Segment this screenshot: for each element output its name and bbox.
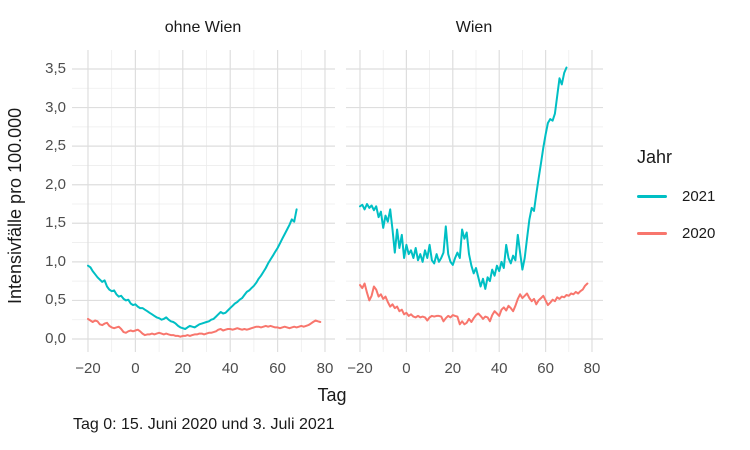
legend-item-label: 2020: [682, 224, 716, 242]
legend-item-label: 2021: [682, 187, 716, 205]
y-tick-label: 1,5: [45, 214, 66, 232]
x-axis-title: Tag: [317, 385, 347, 405]
legend-key-line-2020: [637, 231, 667, 235]
x-tick-label: 0: [131, 360, 140, 377]
y-tick-label: 2,0: [45, 175, 66, 193]
caption: Tag 0: 15. Juni 2020 und 3. Juli 2021: [73, 416, 335, 433]
x-tick-label: 80: [316, 360, 334, 377]
gridlines-major: [72, 50, 603, 352]
series-lines: [87, 66, 589, 338]
x-tick-label: 80: [583, 360, 601, 377]
x-tick-label: 20: [174, 360, 192, 377]
x-tick-label: 0: [402, 360, 411, 377]
legend-key-line-2021: [637, 194, 667, 198]
x-tick-label: 60: [537, 360, 554, 377]
series-line-2021-wien: [359, 66, 568, 290]
x-tick-label: 60: [269, 360, 286, 377]
x-tick-label: 20: [444, 360, 462, 377]
y-tick-label: 3,0: [45, 98, 66, 116]
facet-title-wien: Wien: [455, 19, 493, 36]
gridlines-minor: [72, 50, 603, 352]
legend-item-2021: 2021: [637, 187, 715, 205]
y-tick-label: 0,0: [45, 330, 66, 347]
series-line-2020-wien: [359, 282, 589, 326]
x-tick-label: 40: [221, 360, 239, 377]
facet-title-ohne-wien: ohne Wien: [164, 19, 242, 36]
series-line-2021-ohne-wien: [87, 208, 298, 330]
legend-item-2020: 2020: [637, 224, 715, 242]
legend: Jahr 2021 2020: [637, 147, 715, 242]
series-line-2020-ohne-wien: [87, 317, 322, 338]
x-tick-label: 40: [490, 360, 508, 377]
y-tick-label: 2,5: [45, 137, 66, 155]
y-tick-label: 3,5: [45, 59, 66, 77]
legend-title: Jahr: [637, 147, 673, 167]
y-tick-label: 1,0: [45, 252, 66, 270]
y-tick-label: 0,5: [45, 291, 66, 309]
x-tick-label: −20: [75, 360, 101, 377]
x-tick-label: −20: [347, 360, 373, 377]
